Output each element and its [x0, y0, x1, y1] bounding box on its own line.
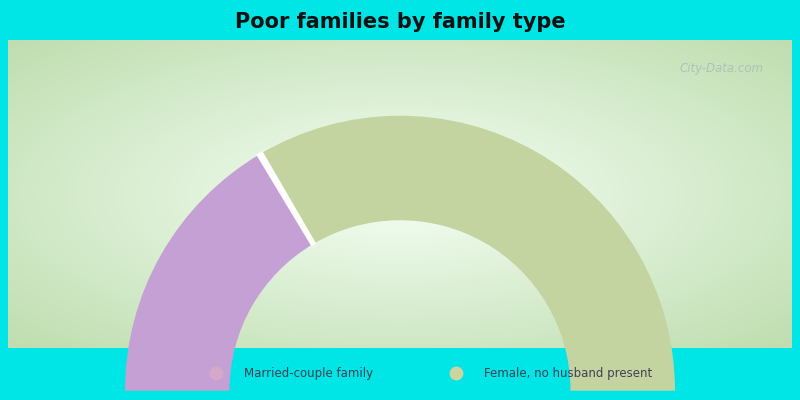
Text: City-Data.com: City-Data.com: [680, 62, 764, 75]
Text: Poor families by family type: Poor families by family type: [234, 12, 566, 32]
Text: Female, no husband present: Female, no husband present: [484, 367, 652, 380]
Wedge shape: [260, 116, 675, 391]
Wedge shape: [125, 154, 314, 391]
Text: Married-couple family: Married-couple family: [244, 367, 373, 380]
